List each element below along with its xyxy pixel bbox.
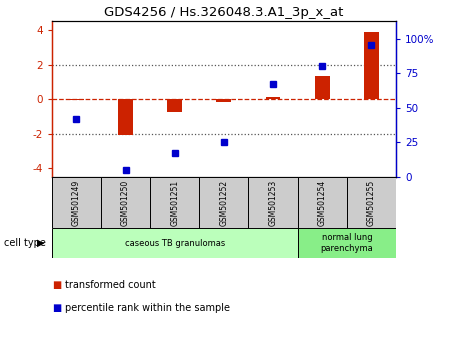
Bar (364, 33, 379, 99)
Text: GSM501254: GSM501254 (318, 179, 327, 226)
Bar (199, 177, 248, 228)
Bar (118, 99, 133, 135)
Bar (297, 177, 347, 228)
Bar (216, 99, 231, 102)
Bar (315, 76, 329, 99)
Text: GSM501255: GSM501255 (367, 179, 376, 226)
Bar (167, 99, 182, 112)
Text: GSM501251: GSM501251 (170, 179, 179, 226)
Bar (150, 177, 199, 228)
Text: cell type: cell type (4, 238, 46, 248)
Text: GSM501253: GSM501253 (269, 179, 278, 226)
Text: GSM501249: GSM501249 (72, 179, 81, 226)
Bar (248, 177, 297, 228)
Text: normal lung
parenchyma: normal lung parenchyma (320, 233, 373, 253)
Text: GSM501250: GSM501250 (121, 179, 130, 226)
Text: caseous TB granulomas: caseous TB granulomas (125, 239, 225, 247)
Text: transformed count: transformed count (65, 280, 156, 290)
Title: GDS4256 / Hs.326048.3.A1_3p_x_at: GDS4256 / Hs.326048.3.A1_3p_x_at (104, 6, 343, 19)
Text: ▶: ▶ (37, 238, 45, 248)
Bar (347, 177, 396, 228)
Bar (297, 228, 396, 258)
Bar (266, 97, 280, 99)
Text: ■: ■ (52, 303, 61, 313)
Text: GSM501252: GSM501252 (220, 179, 228, 226)
Bar (52, 177, 101, 228)
Bar (101, 177, 150, 228)
Text: percentile rank within the sample: percentile rank within the sample (65, 303, 230, 313)
Bar (52, 228, 297, 258)
Bar (69, 99, 84, 100)
Text: ■: ■ (52, 280, 61, 290)
